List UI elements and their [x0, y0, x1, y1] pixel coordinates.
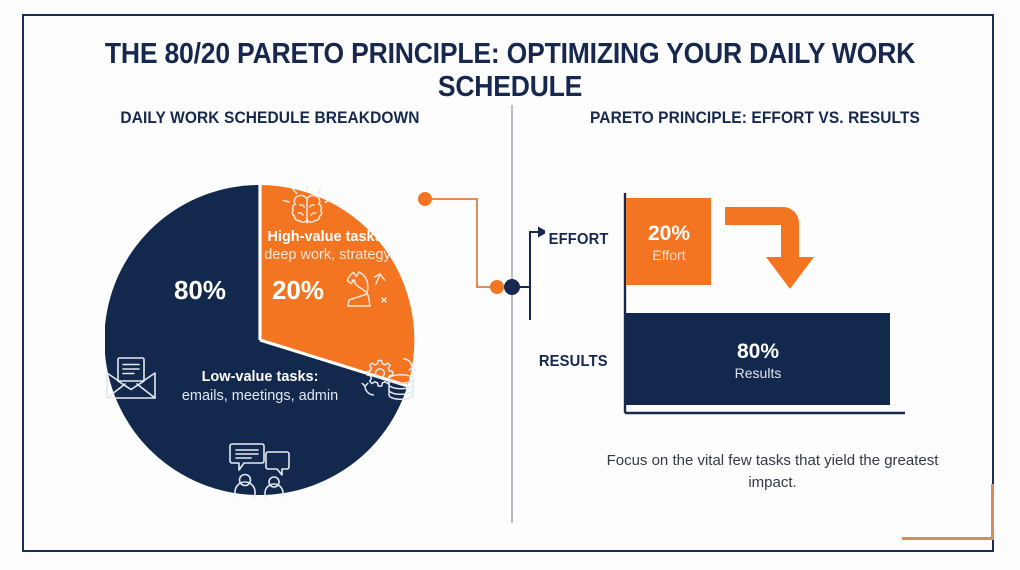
gear-database-icon: [360, 357, 418, 412]
bar-chart-svg: [623, 193, 905, 415]
panel-divider: [511, 105, 513, 523]
pie-chart-svg: [105, 185, 415, 495]
connector-group: [418, 192, 545, 320]
connector-dot-mid: [490, 280, 504, 294]
connector-branch-results: [529, 287, 531, 320]
pie-slice-high-value: [260, 185, 415, 386]
right-panel-title: PARETO PRINCIPLE: EFFORT VS. RESULTS: [590, 109, 920, 127]
summary-caption: Focus on the vital few tasks that yield …: [606, 452, 939, 491]
bar-results: [626, 313, 890, 405]
connector-dot-pie: [418, 192, 432, 206]
pie-slice-low-value: [105, 185, 408, 495]
envelope-icon: [104, 355, 158, 408]
connector-dot-hub: [504, 279, 520, 295]
chess-knight-icon: [340, 268, 392, 315]
corner-accent-decoration: [902, 484, 994, 540]
connector-arrow-effort: [538, 226, 545, 238]
connector-branch-effort: [529, 231, 539, 287]
page-title: THE 80/20 PARETO PRINCIPLE: OPTIMIZING Y…: [104, 38, 916, 103]
connector-orange-path: [425, 198, 497, 288]
flow-arrow-icon: [725, 207, 814, 289]
bar-effort: [626, 198, 711, 285]
pie-separator-right: [259, 338, 408, 388]
pie-chart: [105, 185, 415, 495]
brain-icon: [278, 183, 336, 236]
effort-axis-label: EFFORT: [548, 231, 609, 248]
left-panel-title: DAILY WORK SCHEDULE BREAKDOWN: [120, 109, 420, 127]
results-axis-label: RESULTS: [538, 353, 608, 370]
conversation-icon: [228, 442, 292, 503]
